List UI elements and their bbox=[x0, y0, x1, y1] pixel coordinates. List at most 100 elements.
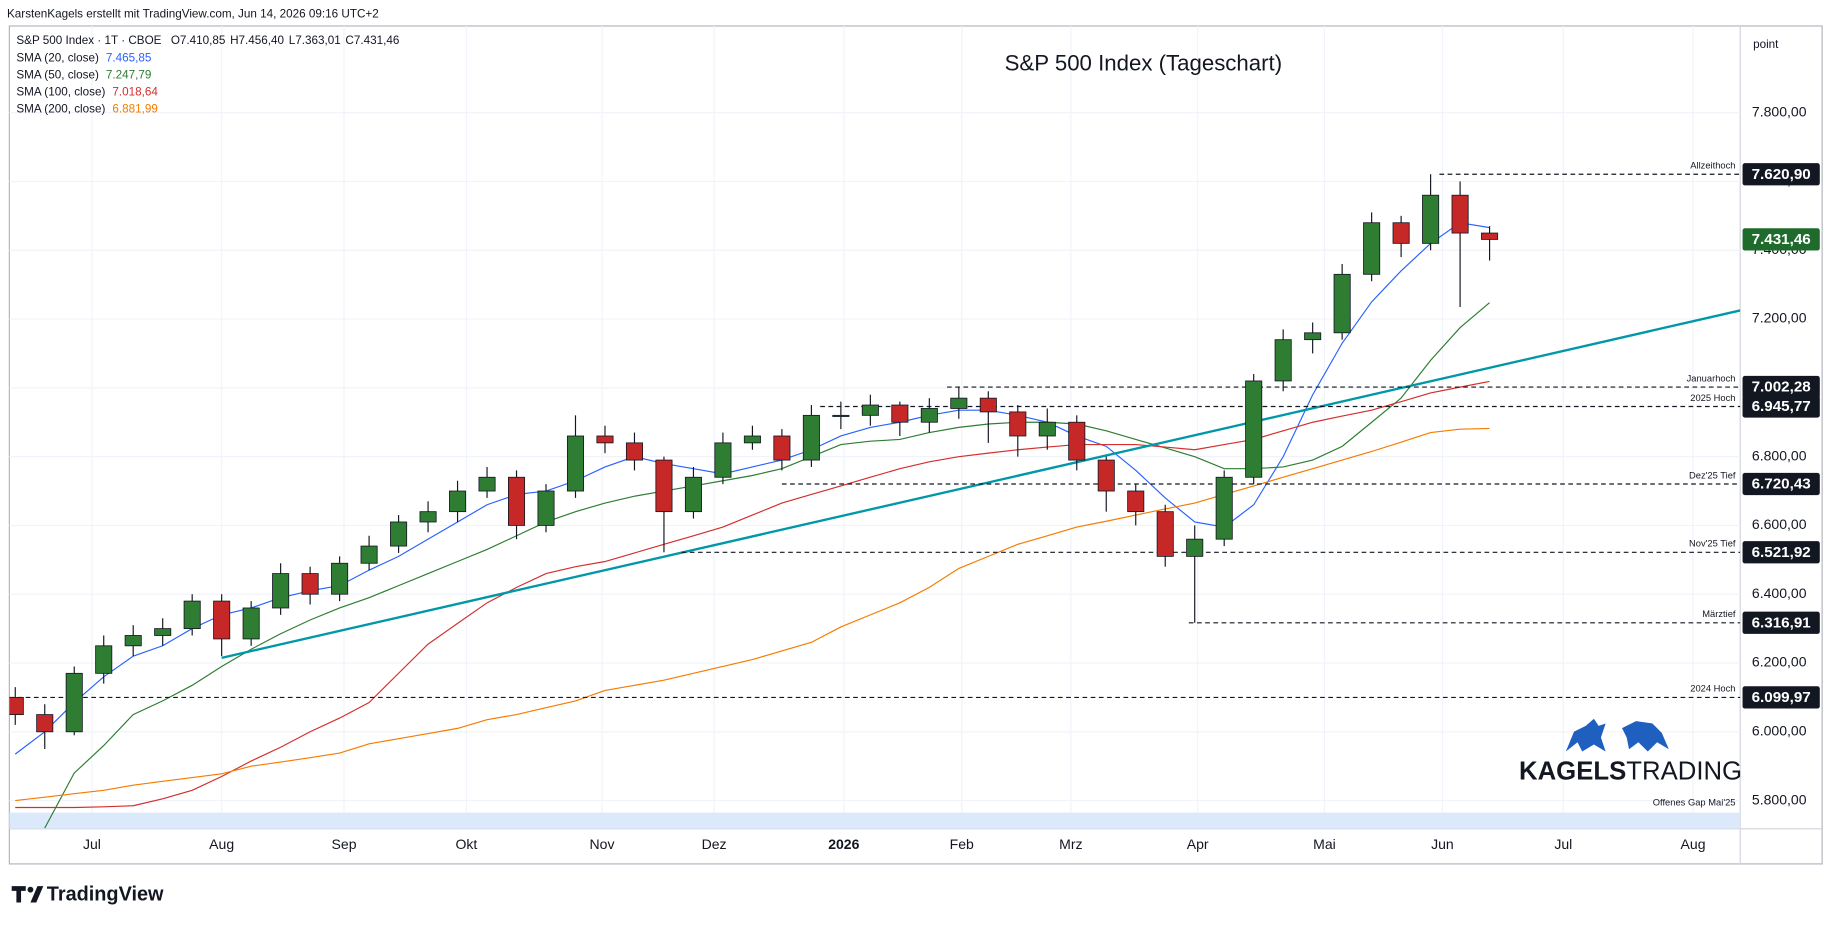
candle-body bbox=[861, 404, 879, 416]
level-badge bbox=[1742, 686, 1820, 709]
platform-icon bbox=[11, 886, 44, 903]
level-name: Märztief bbox=[1702, 609, 1736, 619]
candle-body bbox=[1156, 511, 1174, 557]
legend-entry: SMA (20, close) 7.465,85 bbox=[16, 52, 152, 65]
kagels-logo: KAGELSTRADING bbox=[1519, 718, 1742, 785]
credit: KarstenKagels erstellt mit TradingView.c… bbox=[7, 7, 379, 20]
level-badge bbox=[1742, 375, 1820, 399]
level-name: Januarhoch bbox=[1687, 373, 1736, 383]
candle-body bbox=[65, 672, 83, 733]
legend-name: SMA (100, close) bbox=[16, 86, 105, 99]
x-tick-label: Sep bbox=[332, 836, 357, 852]
x-tick-label: Aug bbox=[209, 836, 234, 852]
platform-logo: TradingView bbox=[11, 884, 164, 906]
gap-zone bbox=[9, 812, 1741, 829]
level-badge bbox=[1742, 541, 1820, 564]
level-badge-label: 6.099,97 bbox=[1752, 689, 1811, 706]
candle-body bbox=[625, 442, 643, 461]
candle-body bbox=[331, 562, 349, 595]
legend-entry: SMA (50, close) 7.247,79 bbox=[16, 69, 151, 82]
level-badge bbox=[1742, 611, 1820, 634]
candle-body bbox=[154, 628, 172, 636]
level-name: 2025 Hoch bbox=[1690, 393, 1735, 403]
candle-body bbox=[1451, 194, 1469, 234]
candle-body bbox=[743, 435, 761, 444]
candle-body bbox=[360, 545, 378, 564]
candle-body bbox=[508, 476, 526, 526]
level-badge-label: 6.945,77 bbox=[1752, 398, 1811, 415]
candle-body bbox=[566, 435, 585, 492]
level-badge-label: 6.720,43 bbox=[1752, 476, 1811, 493]
level-name: Dez'25 Tief bbox=[1689, 470, 1736, 480]
y-tick-label: 7.200,00 bbox=[1752, 310, 1807, 326]
candle-body bbox=[891, 404, 909, 423]
candle-body bbox=[1009, 411, 1027, 437]
level-badge bbox=[1742, 163, 1820, 186]
level-badge-label: 7.620,90 bbox=[1752, 166, 1811, 183]
candle-body bbox=[1097, 459, 1115, 492]
legend-name: SMA (200, close) bbox=[16, 103, 105, 116]
x-tick-label: Jul bbox=[1554, 836, 1572, 852]
candle-body bbox=[478, 476, 496, 492]
x-tick-label: Mrz bbox=[1059, 836, 1082, 852]
bull-icon bbox=[1565, 718, 1606, 752]
y-tick-label: 6.400,00 bbox=[1752, 585, 1807, 601]
candle-body bbox=[95, 645, 113, 674]
legend-symbol: S&P 500 Index · 1T · CBOE O7.410,85 H7.456… bbox=[16, 34, 399, 47]
y-tick-label: 6.800,00 bbox=[1752, 447, 1807, 463]
level-badge-label: 6.521,92 bbox=[1752, 544, 1811, 561]
legend-value: 7.247,79 bbox=[106, 69, 152, 82]
candle-body bbox=[950, 397, 968, 409]
last-price-label: 7.431,46 bbox=[1752, 231, 1811, 248]
candle-body bbox=[684, 476, 702, 513]
level-badge bbox=[1742, 472, 1820, 496]
candle-body bbox=[1274, 339, 1292, 382]
candle-body bbox=[36, 714, 54, 733]
legend-value: 6.881,99 bbox=[112, 103, 157, 116]
candle-body bbox=[773, 435, 791, 461]
candle-body bbox=[1245, 380, 1263, 478]
frame bbox=[8, 25, 1823, 865]
y-tick-label: 5.800,00 bbox=[1752, 791, 1807, 807]
candle-body bbox=[1186, 538, 1204, 557]
candle-body bbox=[301, 573, 319, 595]
candle-body bbox=[1333, 273, 1351, 334]
candle-body bbox=[920, 408, 938, 423]
level-name: Allzeithoch bbox=[1690, 161, 1735, 171]
legend-name: SMA (20, close) bbox=[16, 52, 99, 65]
x-tick-label: Okt bbox=[455, 836, 477, 852]
bear-icon bbox=[1622, 721, 1669, 752]
level-name: 2024 Hoch bbox=[1690, 684, 1735, 694]
candle-body bbox=[1068, 421, 1086, 461]
candle-body bbox=[390, 521, 408, 547]
candle-body bbox=[124, 635, 142, 647]
chart-title: S&P 500 Index (Tageschart) bbox=[1005, 50, 1282, 75]
x-tick-label: Apr bbox=[1187, 836, 1209, 852]
ohlc: C7.431,46 bbox=[345, 34, 399, 47]
last-price-badge bbox=[1742, 228, 1820, 251]
candle-body bbox=[419, 511, 437, 523]
candle-body bbox=[596, 435, 614, 444]
candle-body bbox=[802, 414, 820, 461]
x-tick-label: Mai bbox=[1313, 836, 1336, 852]
x-tick-label: Aug bbox=[1681, 836, 1706, 852]
candle-body bbox=[9, 696, 24, 716]
x-tick-label: 2026 bbox=[828, 836, 859, 852]
level-badge bbox=[1742, 395, 1820, 418]
candle-body bbox=[1392, 222, 1410, 244]
candle-body bbox=[183, 600, 201, 630]
x-tick-label: Dez bbox=[702, 836, 727, 852]
candle-body bbox=[272, 573, 290, 609]
y-unit: point bbox=[1753, 38, 1779, 51]
candle-body bbox=[537, 490, 555, 526]
x-tick-label: Jul bbox=[83, 836, 101, 852]
x-tick-label: Jun bbox=[1431, 836, 1454, 852]
candle-body bbox=[979, 397, 997, 413]
brand-bold: KAGELS bbox=[1519, 757, 1626, 785]
candle-body bbox=[449, 490, 467, 513]
level-name: Nov'25 Tief bbox=[1689, 539, 1736, 549]
ohlc: L7.363,01 bbox=[289, 34, 341, 47]
candle-body bbox=[213, 600, 231, 640]
